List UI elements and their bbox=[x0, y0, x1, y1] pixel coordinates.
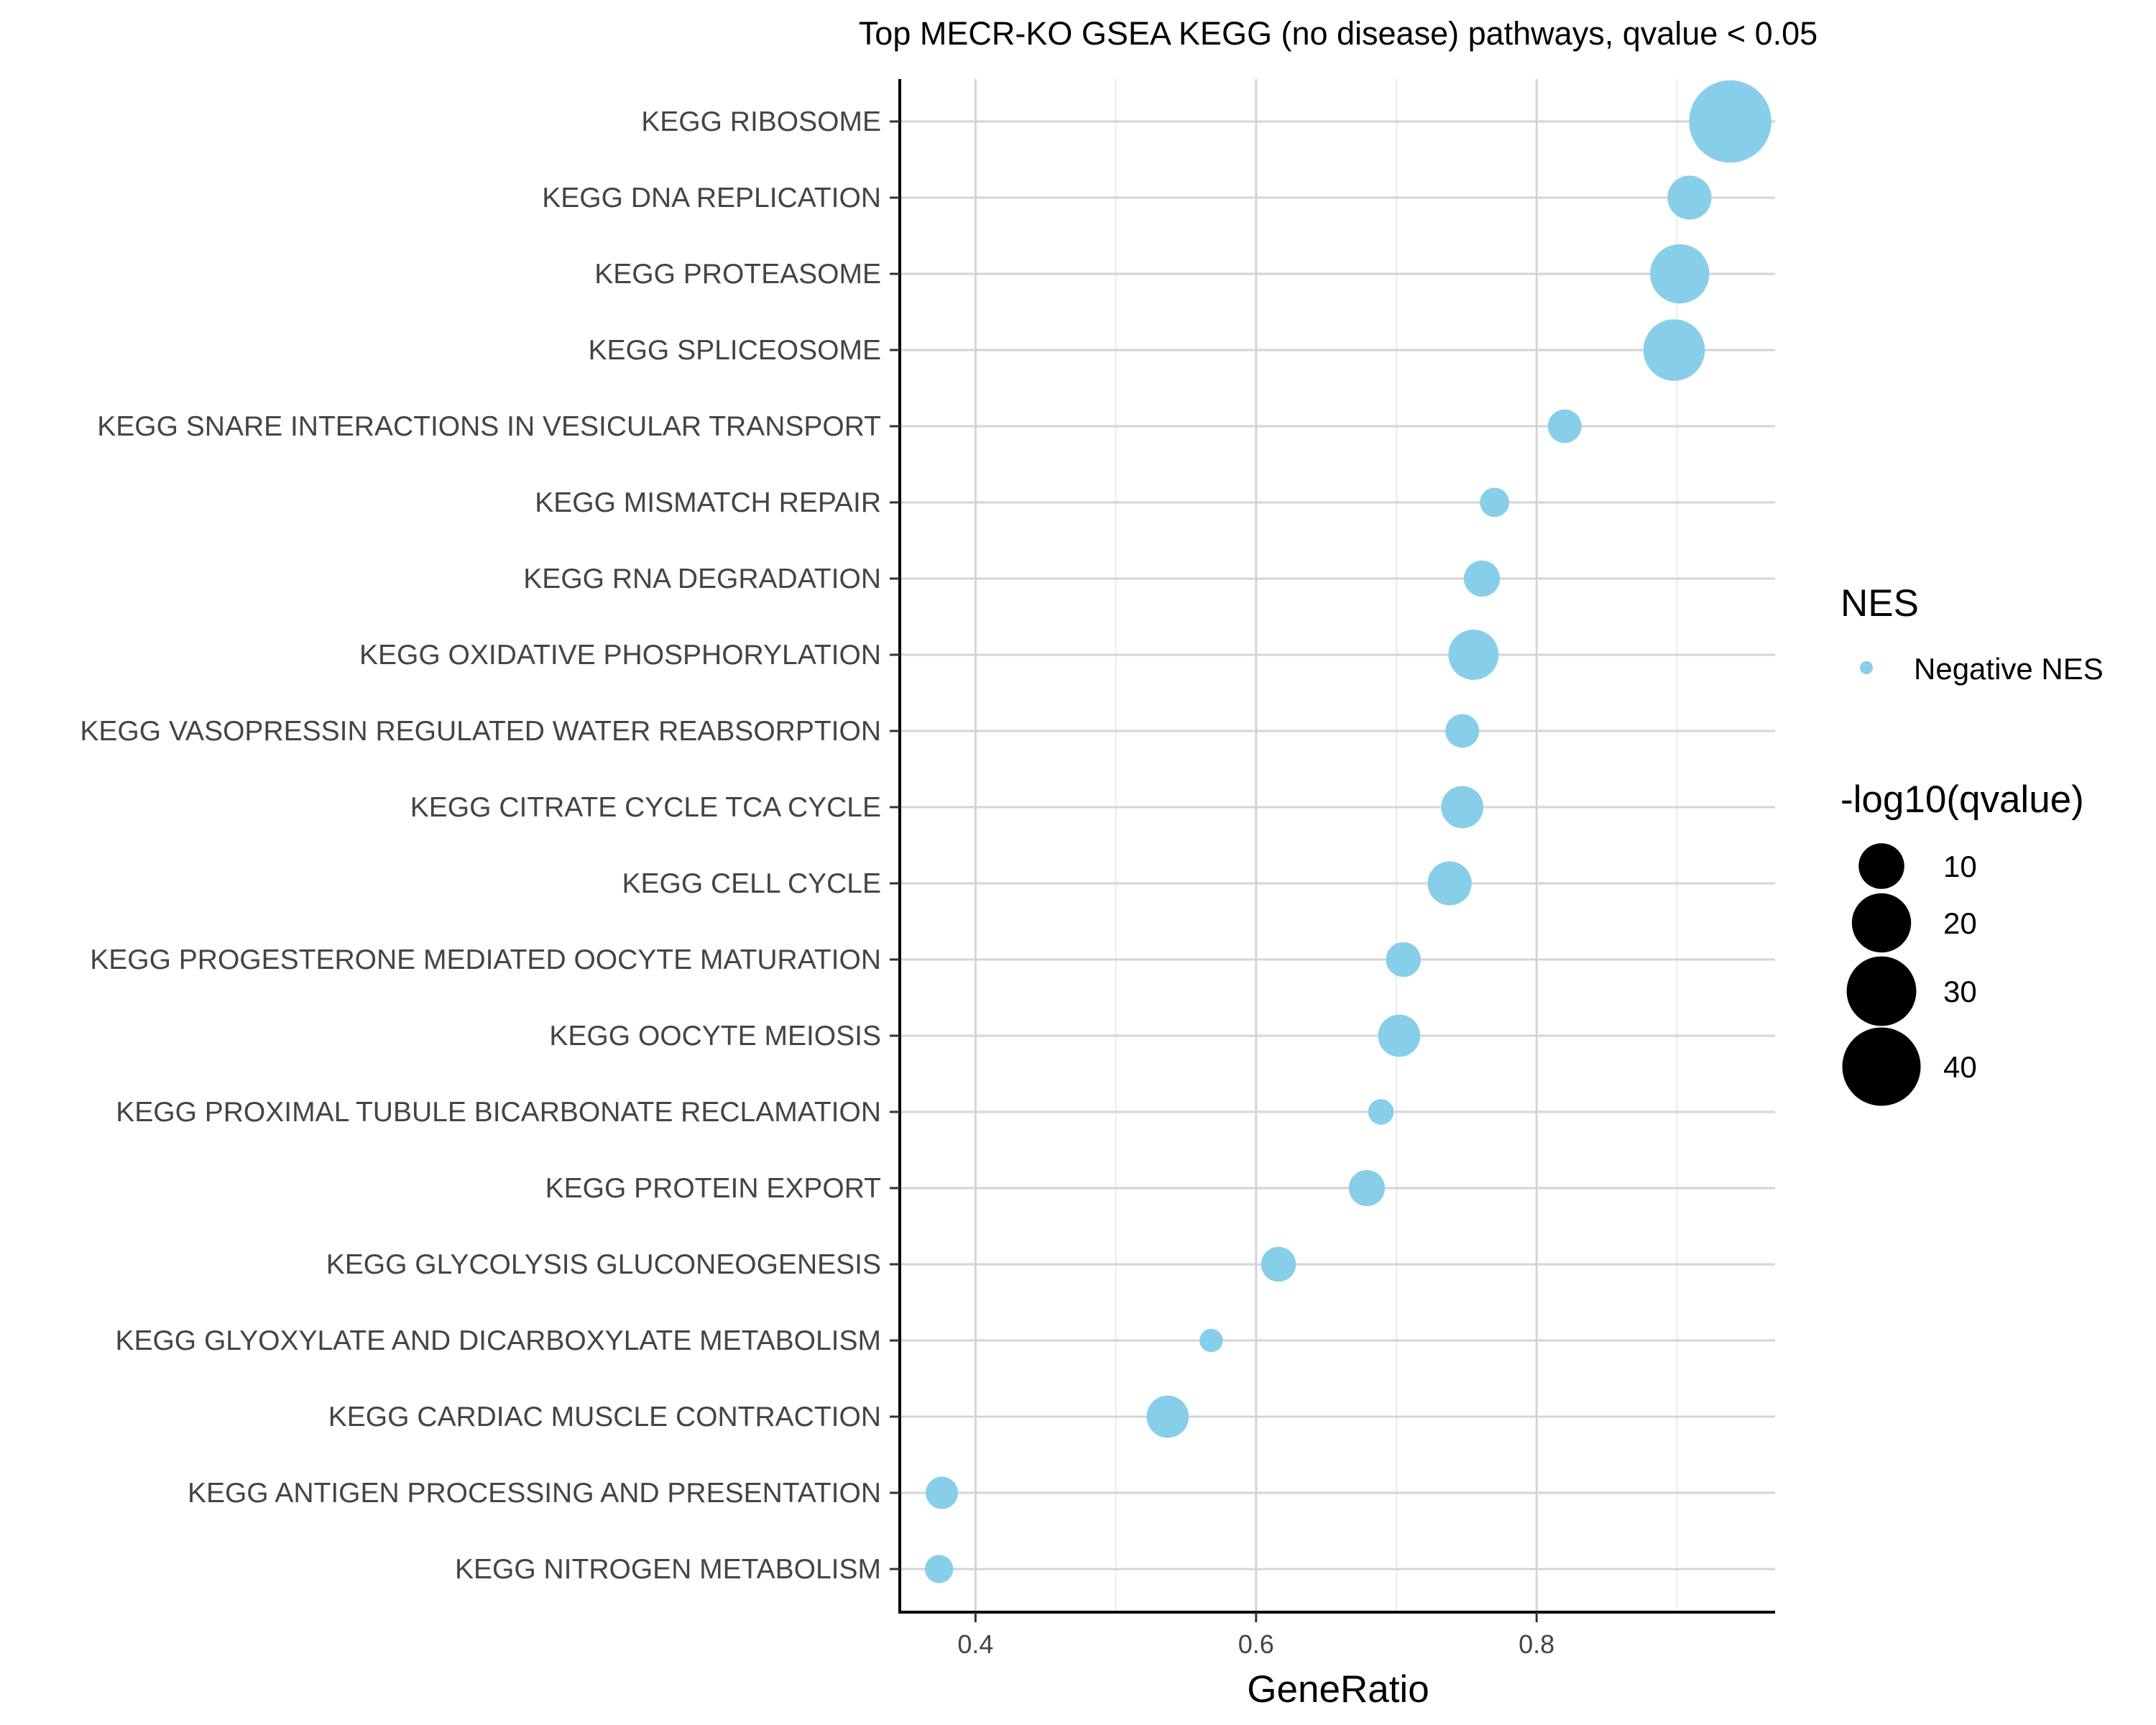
y-tick-label: KEGG DNA REPLICATION bbox=[542, 183, 881, 213]
y-tick-label: KEGG PROGESTERONE MEDIATED OOCYTE MATURA… bbox=[90, 944, 881, 975]
y-tick-label: KEGG CELL CYCLE bbox=[622, 868, 881, 899]
y-tick-label: KEGG CITRATE CYCLE TCA CYCLE bbox=[410, 792, 881, 823]
y-tick-label: KEGG SNARE INTERACTIONS IN VESICULAR TRA… bbox=[97, 411, 881, 442]
y-tick-label: KEGG VASOPRESSIN REGULATED WATER REABSOR… bbox=[80, 716, 881, 747]
data-point bbox=[1445, 714, 1480, 748]
data-point bbox=[1368, 1099, 1394, 1125]
y-tick-label: KEGG RIBOSOME bbox=[641, 106, 881, 137]
data-point bbox=[1348, 1169, 1386, 1207]
y-tick-label: KEGG RNA DEGRADATION bbox=[523, 564, 881, 594]
data-point bbox=[1378, 1014, 1421, 1057]
y-tick-label: KEGG CARDIAC MUSCLE CONTRACTION bbox=[328, 1402, 881, 1432]
size-legend-key bbox=[1842, 1027, 1921, 1106]
data-point bbox=[1689, 80, 1772, 163]
x-tick-label: 0.6 bbox=[1238, 1629, 1274, 1659]
color-legend-label: Negative NES bbox=[1914, 652, 2104, 686]
data-point bbox=[1463, 560, 1501, 597]
data-point bbox=[1650, 244, 1710, 304]
x-tick-label: 0.4 bbox=[957, 1629, 993, 1659]
y-tick-label: KEGG PROXIMAL TUBULE BICARBONATE RECLAMA… bbox=[116, 1097, 881, 1128]
size-legend-label: 20 bbox=[1943, 906, 1977, 940]
y-tick-label: KEGG NITROGEN METABOLISM bbox=[455, 1554, 881, 1585]
size-legend-label: 10 bbox=[1943, 850, 1977, 883]
size-legend-label: 40 bbox=[1943, 1050, 1977, 1084]
y-axis-labels: KEGG RIBOSOME KEGG DNA REPLICATION KEGG PR… bbox=[80, 106, 900, 1585]
size-legend-key bbox=[1858, 843, 1904, 889]
chart-title: Top MECR-KO GSEA KEGG (no disease) pathw… bbox=[859, 15, 1818, 52]
y-tick-label: KEGG SPLICEOSOME bbox=[589, 335, 881, 366]
y-tick-label: KEGG OOCYTE MEIOSIS bbox=[549, 1021, 881, 1052]
size-legend-keys: 10 20 30 40 bbox=[1842, 843, 1977, 1106]
size-legend-title: -log10(qvalue) bbox=[1841, 778, 2084, 821]
data-point bbox=[1480, 487, 1509, 518]
legend: NES Negative NES -log10(qvalue) 10 20 30 40 bbox=[1841, 582, 2104, 1106]
y-tick-label: KEGG MISMATCH REPAIR bbox=[535, 487, 881, 518]
data-point bbox=[1448, 630, 1499, 680]
data-point bbox=[1643, 319, 1705, 381]
data-point bbox=[1146, 1395, 1189, 1438]
y-tick-label: KEGG GLYCOLYSIS GLUCONEOGENESIS bbox=[326, 1249, 881, 1280]
color-legend-title: NES bbox=[1841, 582, 1919, 625]
data-point bbox=[926, 1476, 959, 1509]
y-tick-label: KEGG ANTIGEN PROCESSING AND PRESENTATION bbox=[188, 1478, 881, 1509]
y-tick-label: KEGG PROTEASOME bbox=[594, 259, 881, 290]
axis-layer bbox=[898, 79, 1775, 1614]
data-point bbox=[1427, 861, 1472, 906]
data-point bbox=[1547, 409, 1582, 443]
color-legend-key bbox=[1860, 661, 1873, 674]
x-tick-label: 0.8 bbox=[1519, 1629, 1554, 1659]
y-tick-label: KEGG GLYOXYLATE AND DICARBOXYLATE METABO… bbox=[115, 1325, 881, 1356]
data-point bbox=[1386, 942, 1422, 978]
data-point bbox=[924, 1555, 954, 1583]
grid-layer bbox=[900, 79, 1775, 1612]
size-legend-label: 30 bbox=[1943, 975, 1977, 1008]
data-point bbox=[1261, 1246, 1296, 1282]
size-legend-key bbox=[1851, 893, 1912, 953]
data-point bbox=[1441, 786, 1484, 829]
x-axis-ticks: 0.4 0.6 0.8 bbox=[957, 1612, 1554, 1659]
y-tick-label: KEGG OXIDATIVE PHOSPHORYLATION bbox=[359, 640, 881, 671]
data-point bbox=[1199, 1328, 1223, 1353]
x-axis-title: GeneRatio bbox=[1247, 1668, 1429, 1711]
y-tick-label: KEGG PROTEIN EXPORT bbox=[545, 1173, 881, 1204]
data-points bbox=[924, 80, 1772, 1583]
data-point bbox=[1667, 175, 1712, 220]
size-legend-key bbox=[1846, 956, 1917, 1026]
